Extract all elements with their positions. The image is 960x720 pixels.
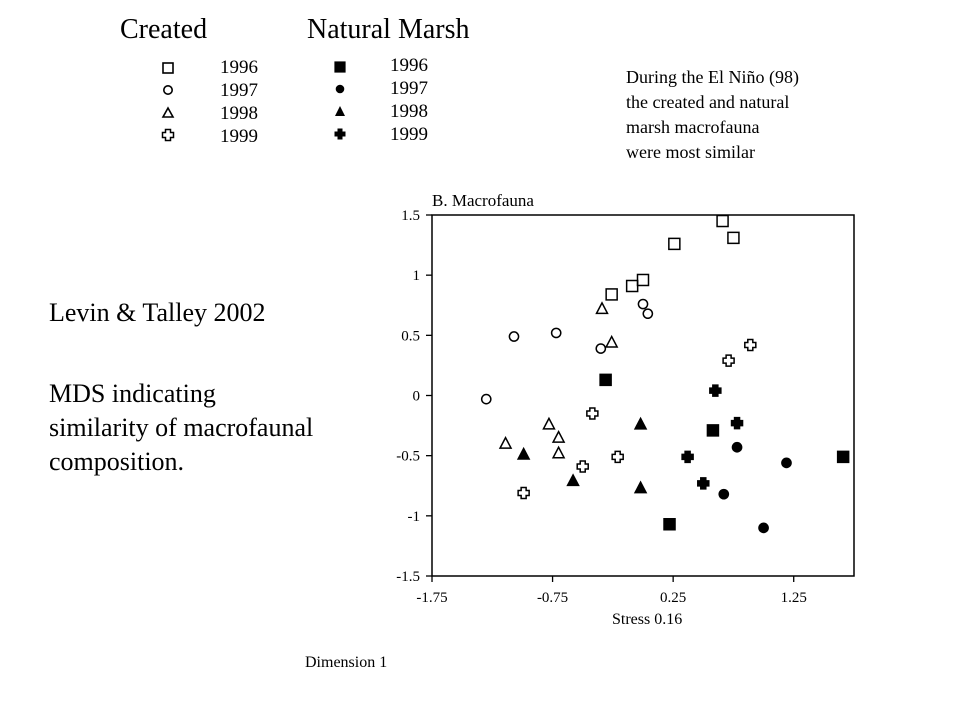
legend-year-natural-1996: 1996: [390, 55, 428, 76]
data-point-cross-filled: [697, 477, 710, 490]
data-point-triangle-open: [551, 445, 566, 459]
legend-year-created-1999: 1999: [220, 126, 258, 147]
x-axis-label: Dimension 1: [305, 654, 387, 671]
data-point-square-filled: [706, 424, 720, 437]
data-point-cross-open: [576, 460, 589, 473]
data-point-triangle-open: [542, 416, 556, 430]
legend-year-natural-1999: 1999: [390, 124, 428, 145]
data-point-triangle-filled: [566, 473, 580, 487]
y-tick-label: 0: [413, 389, 421, 405]
y-tick-label: 0.5: [401, 328, 420, 344]
data-point-triangle-filled: [516, 446, 531, 460]
data-point-square-open: [727, 231, 740, 245]
el-nino-note: During the El Niño (98) the created and …: [626, 65, 946, 165]
legend-year-natural-1997: 1997: [390, 78, 428, 99]
x-tick-label: -0.75: [537, 590, 568, 606]
note-line: the created and natural: [626, 92, 790, 112]
axes: 1.5 1 0.5 0 -0.5 -1 -1.5 -1.75 -0.75 0.25 1.25: [396, 208, 807, 606]
y-tick-label: 1.5: [401, 208, 420, 224]
data-point-circle-open: [642, 308, 654, 320]
data-point-circle-filled: [731, 441, 743, 453]
stress-label: Stress 0.16: [612, 611, 682, 628]
data-point-circle-filled: [781, 457, 792, 469]
data-point-cross-open: [586, 407, 599, 420]
data-point-cross-open: [722, 354, 735, 367]
data-point-circle-open: [550, 327, 562, 339]
y-tick-label: -1: [408, 509, 421, 525]
data-point-circle-open: [637, 298, 649, 310]
data-point-triangle-filled: [633, 416, 648, 430]
x-tick-label: 0.25: [660, 590, 686, 606]
x-tick-label: -1.75: [416, 590, 447, 606]
data-point-cross-filled: [730, 416, 744, 430]
data-point-cross-open: [517, 486, 530, 500]
note-line: marsh macrofauna: [626, 117, 760, 137]
description-line: composition.: [49, 447, 185, 476]
chart-title: B. Macrofauna: [432, 191, 534, 210]
data-point-cross-open: [611, 450, 624, 464]
data-point-cross-filled: [681, 450, 694, 464]
y-tick-label: 1: [413, 268, 421, 284]
data-point-square-open: [716, 214, 729, 228]
data-point-square-open: [605, 288, 618, 301]
data-point-cross-filled: [709, 384, 722, 397]
data-point-square-open: [668, 237, 681, 251]
data-point-circle-filled: [758, 522, 769, 534]
description: MDS indicating similarity of macrofaunal…: [49, 377, 379, 479]
data-point-triangle-open: [551, 430, 566, 443]
x-tick-label: 1.25: [781, 590, 807, 606]
legend-year-created-1996: 1996: [220, 57, 258, 78]
data-point-square-filled: [836, 450, 850, 464]
y-tick-label: -0.5: [396, 449, 420, 465]
data-point-circle-open: [508, 331, 520, 342]
data-point-circle-open: [480, 393, 492, 405]
legend-heading-created: Created: [120, 14, 208, 45]
data-point-square-filled: [599, 373, 612, 387]
legend-year-created-1998: 1998: [220, 103, 258, 124]
data-point-square-open: [636, 273, 650, 287]
data-points: [480, 214, 850, 534]
note-line: During the El Niño (98): [626, 67, 799, 87]
citation: Levin & Talley 2002: [49, 298, 266, 327]
data-point-square-open: [625, 279, 639, 293]
data-point-triangle-open: [604, 334, 619, 348]
data-point-square-filled: [663, 518, 676, 531]
data-point-triangle-open: [595, 301, 609, 315]
plot-frame: [431, 214, 855, 577]
data-point-circle-filled: [718, 488, 730, 500]
description-line: MDS indicating: [49, 379, 216, 408]
data-point-cross-open: [744, 338, 757, 352]
description-line: similarity of macrofaunal: [49, 413, 314, 442]
note-line: were most similar: [626, 142, 755, 162]
legend-heading-natural: Natural Marsh: [307, 14, 470, 45]
data-point-circle-open: [595, 343, 607, 354]
data-point-triangle-filled: [633, 480, 648, 494]
data-point-triangle-open: [498, 436, 513, 449]
legend-year-created-1997: 1997: [220, 80, 258, 101]
y-tick-label: -1.5: [396, 569, 420, 585]
legend-year-natural-1998: 1998: [390, 101, 428, 122]
